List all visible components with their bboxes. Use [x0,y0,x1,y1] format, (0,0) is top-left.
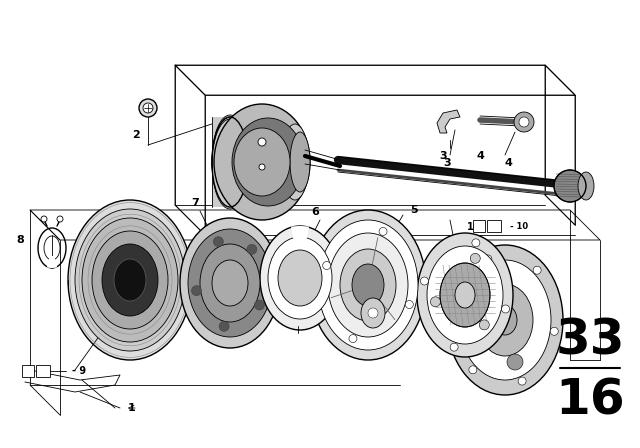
Text: 16: 16 [555,376,625,424]
Text: 9: 9 [40,366,46,375]
Ellipse shape [234,128,290,196]
Ellipse shape [417,233,513,357]
Circle shape [57,216,63,222]
Ellipse shape [493,305,517,335]
Ellipse shape [507,354,523,370]
Bar [473,220,485,232]
Text: □: □ [25,368,31,374]
Ellipse shape [260,226,340,330]
Circle shape [533,266,541,274]
Bar [22,365,34,377]
Text: 5: 5 [410,205,418,215]
Circle shape [405,301,413,309]
Circle shape [139,99,157,117]
Ellipse shape [259,164,265,170]
Text: 4: 4 [476,151,484,161]
Ellipse shape [318,220,418,350]
Ellipse shape [328,233,408,337]
Circle shape [452,305,460,313]
Circle shape [379,228,387,236]
Ellipse shape [82,218,178,342]
Circle shape [550,327,558,335]
Text: - 10: - 10 [510,221,528,231]
Circle shape [41,216,47,222]
Text: 33: 33 [556,316,625,364]
Ellipse shape [214,104,310,220]
Circle shape [518,377,526,385]
Text: 6: 6 [311,207,319,217]
Circle shape [420,277,428,285]
Polygon shape [437,110,460,133]
Ellipse shape [477,284,533,356]
Text: 3: 3 [439,151,447,161]
Circle shape [213,237,223,247]
Ellipse shape [258,138,266,146]
Wedge shape [47,256,57,268]
Circle shape [469,366,477,374]
Circle shape [143,103,153,113]
Text: 1: 1 [128,403,136,413]
Text: 10: 10 [489,223,499,229]
Ellipse shape [361,298,385,328]
Ellipse shape [440,263,490,327]
Circle shape [368,308,378,318]
Circle shape [502,305,509,313]
Ellipse shape [554,170,586,202]
Ellipse shape [310,210,426,360]
Circle shape [519,117,529,127]
Ellipse shape [268,237,332,319]
Circle shape [479,320,490,330]
Ellipse shape [92,231,168,329]
Ellipse shape [75,209,185,351]
Ellipse shape [212,117,248,207]
Ellipse shape [212,115,248,205]
Ellipse shape [427,246,503,344]
Text: 4: 4 [504,158,512,168]
Circle shape [191,286,202,296]
Circle shape [349,335,357,343]
Ellipse shape [212,260,248,306]
Text: 2: 2 [132,130,140,140]
Text: 7: 7 [191,198,199,208]
Circle shape [323,262,331,270]
Text: 10: 10 [467,222,480,232]
Ellipse shape [200,244,260,322]
Ellipse shape [459,260,551,380]
Ellipse shape [352,264,384,306]
Text: 8: 8 [16,235,24,245]
Ellipse shape [212,119,248,209]
Ellipse shape [278,250,322,306]
Circle shape [484,255,492,263]
Ellipse shape [290,132,310,192]
Ellipse shape [102,244,158,316]
Circle shape [247,244,257,254]
Circle shape [472,239,480,247]
Ellipse shape [180,218,280,348]
Bar [36,365,50,377]
Ellipse shape [281,124,309,200]
Circle shape [219,321,229,332]
Circle shape [514,112,534,132]
Circle shape [255,300,264,310]
Ellipse shape [114,259,146,301]
Bar [487,220,501,232]
Ellipse shape [578,172,594,200]
Ellipse shape [340,249,396,321]
Wedge shape [291,226,309,239]
Ellipse shape [68,200,192,360]
Ellipse shape [188,229,272,337]
Ellipse shape [447,245,563,395]
Circle shape [431,297,440,307]
Polygon shape [212,117,248,207]
Circle shape [450,343,458,351]
Ellipse shape [455,282,475,308]
Ellipse shape [232,118,304,206]
Text: 3: 3 [443,158,451,168]
Circle shape [470,254,480,263]
Text: - 9: - 9 [72,366,86,376]
